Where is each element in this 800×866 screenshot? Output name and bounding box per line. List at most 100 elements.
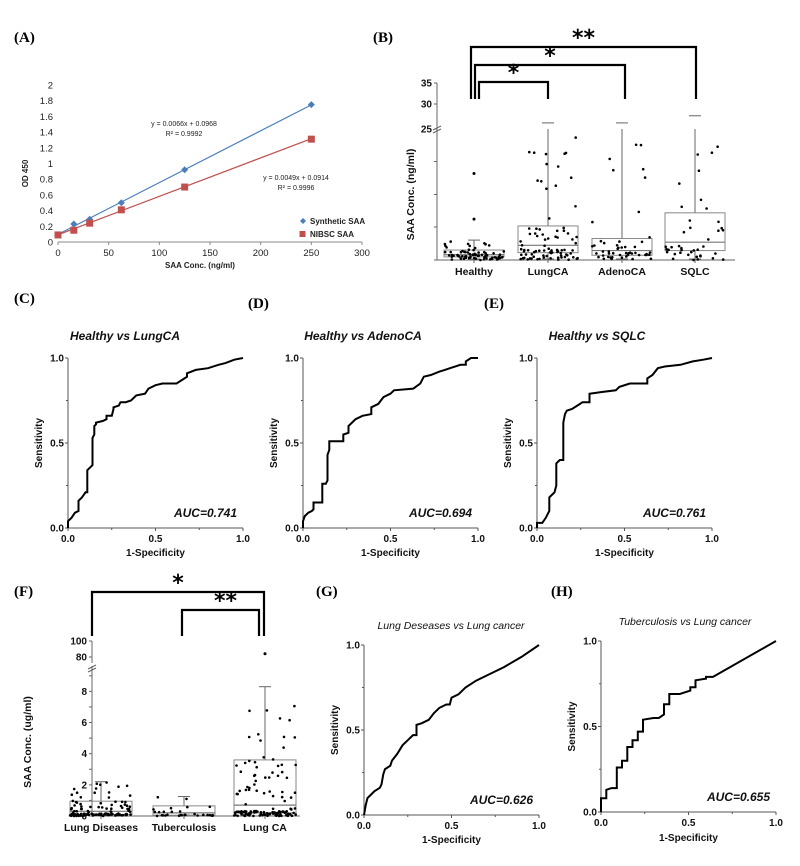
data-dot — [445, 246, 448, 249]
data-dot — [560, 249, 564, 252]
x-tick-label: 0 — [55, 248, 60, 259]
data-dot — [73, 804, 76, 807]
data-point-nibsc — [54, 231, 62, 239]
data-dot — [536, 179, 539, 182]
data-dot — [670, 245, 673, 249]
panel-label-a: (A) — [14, 30, 35, 46]
data-dot — [128, 794, 132, 797]
data-dot — [474, 253, 477, 257]
data-dot — [699, 254, 702, 257]
data-dot — [538, 249, 541, 252]
significance-bracket — [90, 590, 266, 636]
data-dot — [546, 237, 550, 240]
data-dot — [569, 176, 573, 179]
category-label: SQLC — [680, 266, 710, 278]
data-dot — [275, 813, 279, 816]
data-dot — [208, 805, 212, 809]
data-dot — [702, 245, 705, 248]
data-dot — [293, 791, 297, 794]
data-dot — [80, 805, 83, 808]
y-tick-label: 0.5 — [583, 722, 597, 733]
data-dot — [519, 247, 523, 251]
legend-marker-synthetic — [300, 218, 306, 224]
data-dot — [178, 810, 182, 813]
data-dot — [498, 256, 502, 260]
data-dot — [293, 704, 296, 708]
data-dot — [555, 229, 559, 233]
data-dot — [267, 776, 271, 779]
data-dot — [248, 786, 251, 790]
data-dot — [294, 763, 298, 767]
data-dot — [476, 254, 480, 258]
data-dot — [271, 771, 274, 774]
y-tick-label: 1.2 — [40, 143, 53, 154]
data-dot — [86, 812, 89, 816]
data-dot — [535, 227, 538, 230]
x-tick-label: 150 — [202, 248, 218, 259]
data-dot — [99, 801, 103, 805]
data-dot — [526, 258, 529, 261]
significance-stars: * — [172, 571, 184, 596]
chart-g-roc: 0.0 0.5 1.0 0.0 0.5 1.0 1-Specificity Sensitivi… — [330, 620, 546, 846]
auc-label: AUC=0.694 — [408, 506, 472, 520]
data-dot — [519, 240, 522, 243]
data-dot — [114, 800, 117, 803]
data-dot — [528, 150, 531, 154]
data-dot — [290, 808, 293, 811]
data-dot — [615, 244, 619, 247]
data-dot — [597, 255, 600, 259]
data-point-nibsc — [181, 183, 189, 191]
data-dot — [593, 244, 596, 247]
data-dot — [612, 168, 615, 172]
data-point-synthetic — [70, 220, 78, 228]
data-dot — [97, 813, 101, 817]
data-dot — [574, 205, 577, 208]
category-label: Healthy — [455, 266, 493, 278]
legend-label: Synthetic SAA — [310, 217, 365, 226]
data-dot — [252, 814, 255, 818]
data-dot — [484, 252, 488, 255]
y-tick-label: 0.5 — [285, 439, 299, 450]
y-tick-label: 0.0 — [285, 524, 299, 535]
data-dot — [524, 253, 528, 256]
data-dot — [281, 790, 284, 794]
data-dot — [607, 255, 610, 259]
data-dot — [244, 803, 247, 806]
data-dot — [483, 255, 486, 259]
x-tick-label: 0.5 — [149, 534, 163, 545]
data-dot — [648, 236, 651, 239]
x-tick-label: 0.5 — [682, 818, 696, 829]
data-dot — [480, 253, 484, 257]
x-tick-label: 200 — [253, 248, 269, 259]
x-tick-label: 1.0 — [471, 534, 485, 545]
data-dot — [633, 245, 637, 249]
y-tick-label: 0 — [81, 812, 87, 823]
data-dot — [601, 250, 605, 253]
panel-label-f: (F) — [14, 584, 33, 600]
data-dot — [468, 256, 472, 260]
data-dot — [609, 256, 613, 259]
data-dot — [488, 258, 492, 261]
x-tick-label: 100 — [151, 248, 167, 259]
x-axis-title: 1-Specificity — [595, 548, 654, 559]
significance-bracket — [180, 608, 261, 636]
panel-label-e: (E) — [484, 296, 504, 312]
data-dot — [265, 709, 269, 712]
data-dot — [238, 789, 241, 793]
data-dot — [279, 813, 282, 816]
roc-curve — [536, 357, 713, 528]
significance-stars: ** — [214, 589, 238, 614]
data-dot — [128, 805, 132, 808]
data-dot — [239, 811, 243, 814]
category-label: Tuberculosis — [152, 822, 217, 834]
data-dot — [119, 804, 123, 808]
y-tick-label: 0.5 — [50, 439, 64, 450]
data-dot — [680, 205, 683, 209]
y-axis-title: SAA Conc. (ng/ml) — [405, 149, 417, 241]
data-dot — [536, 258, 539, 261]
y-tick-label: 0 — [48, 238, 53, 249]
data-dot — [254, 779, 257, 783]
x-tick-label: 300 — [354, 248, 370, 259]
significance-bracket — [477, 80, 550, 99]
data-dot — [566, 232, 570, 235]
